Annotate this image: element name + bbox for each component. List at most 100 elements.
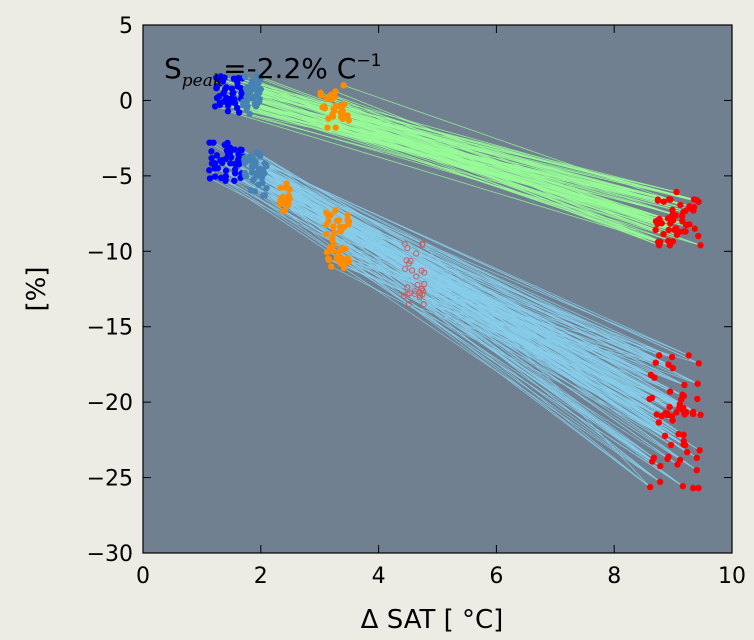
data-point — [404, 284, 411, 291]
data-point — [221, 141, 228, 149]
data-point — [665, 237, 672, 245]
connector-line — [424, 283, 673, 417]
data-point — [344, 216, 351, 223]
data-point — [680, 431, 687, 439]
data-point — [231, 146, 238, 153]
data-point — [675, 404, 683, 412]
annotation-value: =-2.2% C — [223, 52, 356, 85]
data-point — [247, 187, 255, 194]
data-point — [206, 139, 213, 146]
connector-line — [234, 180, 661, 483]
data-point — [344, 112, 351, 119]
connector-line — [246, 107, 690, 225]
data-point — [661, 432, 669, 440]
data-point — [224, 108, 232, 115]
data-point — [341, 101, 348, 108]
data-point — [418, 267, 425, 274]
data-point — [655, 419, 662, 426]
data-point — [660, 230, 667, 238]
data-point — [405, 260, 413, 267]
data-point — [690, 484, 697, 492]
data-point — [208, 160, 216, 167]
data-point — [679, 482, 687, 490]
data-point — [340, 82, 347, 89]
x-axis-title: Δ SAT [ °C] — [361, 605, 504, 635]
data-point — [405, 300, 413, 308]
connector-line — [345, 262, 684, 487]
data-point — [226, 149, 234, 156]
connector-line — [333, 226, 684, 436]
data-point — [252, 100, 259, 107]
connector-line — [410, 260, 687, 413]
data-points — [206, 72, 704, 492]
connector-line — [342, 118, 701, 246]
data-point — [253, 149, 260, 156]
data-point — [400, 292, 408, 299]
data-point — [216, 99, 223, 107]
connector-line — [407, 247, 669, 365]
data-point — [416, 294, 423, 301]
data-point — [325, 212, 332, 219]
data-point — [680, 208, 687, 216]
data-point — [682, 228, 689, 235]
annotation-superscript: −1 — [356, 51, 381, 71]
data-point — [332, 207, 339, 214]
x-tick-label: 4 — [372, 564, 386, 589]
data-point — [334, 253, 341, 260]
connector-line — [422, 243, 651, 488]
connector-line — [258, 168, 673, 358]
data-point — [279, 207, 287, 215]
data-point — [421, 280, 428, 288]
data-point — [227, 160, 234, 167]
connector-line — [414, 293, 656, 364]
data-point — [669, 364, 677, 372]
connector-line — [422, 290, 673, 358]
data-point — [213, 152, 221, 159]
connector-line — [244, 172, 660, 356]
data-point — [694, 395, 701, 403]
connector-line — [347, 257, 699, 364]
data-point — [686, 221, 693, 228]
connector-line — [421, 270, 677, 413]
data-point — [666, 403, 673, 411]
connector-line — [422, 294, 661, 483]
connector-line — [332, 116, 656, 231]
connector-line — [251, 84, 677, 193]
data-point — [691, 225, 698, 232]
connector-line — [347, 115, 660, 243]
data-point — [667, 196, 674, 203]
connector-line — [344, 103, 659, 201]
data-point — [216, 93, 223, 100]
data-point — [665, 453, 672, 460]
data-point — [668, 353, 676, 361]
y-tick-label: −25 — [87, 467, 133, 492]
annotation: Speak=-2.2% C−1 — [164, 51, 381, 91]
data-point — [694, 380, 701, 387]
data-point — [685, 352, 692, 359]
data-point — [337, 260, 344, 267]
data-point — [652, 359, 659, 366]
data-point — [653, 411, 660, 418]
data-point — [408, 267, 416, 274]
data-point — [250, 94, 257, 102]
data-point — [323, 95, 330, 102]
connector-line — [326, 233, 673, 358]
data-point — [248, 169, 256, 176]
connector-line — [338, 251, 684, 409]
connector-line — [423, 272, 668, 414]
data-point — [330, 241, 337, 249]
data-point — [401, 240, 408, 247]
data-point — [414, 281, 421, 289]
data-point — [211, 173, 219, 180]
data-point — [658, 412, 665, 420]
data-point — [667, 441, 675, 449]
data-point — [664, 215, 672, 222]
y-tick-label: −5 — [101, 165, 133, 190]
connector-line — [340, 112, 677, 193]
y-axis-title: [%] — [22, 267, 52, 312]
connector-line — [408, 303, 694, 413]
connector-line — [407, 286, 670, 408]
connector-line — [404, 268, 679, 435]
y-tick-label: 0 — [119, 89, 133, 114]
